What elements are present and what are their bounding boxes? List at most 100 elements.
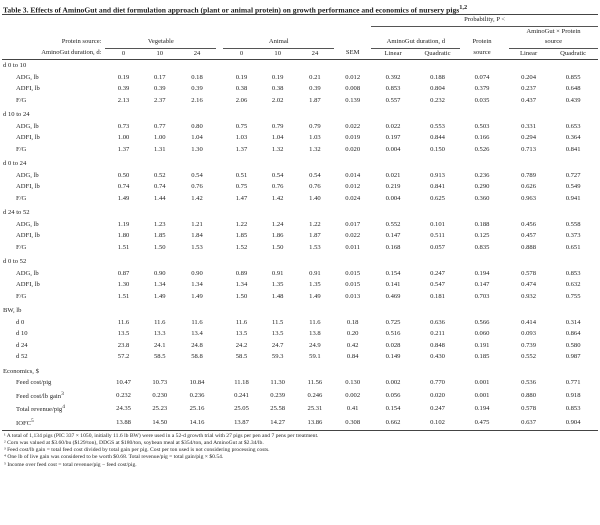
footnote: ¹ A total of 1,134 pigs (PIC 337 × 1050,…: [4, 432, 319, 439]
value-cell: 0.52: [154, 171, 166, 179]
value-cell: 10.47: [116, 379, 131, 386]
footnote: ⁴ One lb of live gain was considered to …: [4, 454, 224, 461]
value-cell: 1.50: [154, 243, 166, 251]
value-cell: 1.80: [117, 232, 130, 239]
row-label-text: Feed cost/pig: [16, 379, 52, 386]
value-cell: 24.8: [191, 341, 203, 349]
value-cell: 1.48: [271, 292, 284, 300]
value-cell: 0.247: [430, 405, 445, 413]
value-cell: 0.414: [521, 318, 536, 326]
value-cell: 1.85: [154, 232, 166, 239]
value-cell: 1.37: [117, 145, 130, 153]
table-row: d 52 57.2 58.5 58.8 58.5 59.3 59.1 0.84 0.149 0.4…: [2, 351, 598, 363]
value-cell: 11.6: [117, 318, 130, 326]
value-cell: 0.51: [235, 171, 248, 179]
row-label-footnote-mark: 3: [61, 390, 64, 397]
table-caption: Table 3. Effects of AminoGut and diet fo…: [2, 3, 598, 15]
row-label: ADG, lb: [2, 219, 105, 231]
value-cell: 1.34: [191, 281, 203, 288]
value-cell: 0.19: [117, 73, 130, 81]
duration-veg-24: 24: [177, 48, 217, 60]
value-cell: 0.54: [191, 171, 203, 179]
value-cell: 1.51: [117, 292, 130, 300]
value-cell: 0.566: [474, 318, 490, 326]
value-cell: 0.239: [270, 391, 286, 399]
row-label: ADFI, lb: [2, 181, 105, 193]
value-cell: 0.703: [474, 292, 490, 300]
linear-interaction-header: Linear: [508, 48, 549, 60]
value-cell: 0.008: [345, 85, 361, 92]
value-cell: 1.22: [235, 220, 248, 228]
value-cell: 24.2: [235, 341, 248, 349]
value-cell: 0.770: [430, 379, 445, 386]
quadratic-header: Quadratic: [414, 48, 461, 60]
value-cell: 1.24: [271, 220, 284, 228]
table-row: ADFI, lb 0.74 0.74 0.76 0.75 0.76 0.76 0.012 0.2…: [2, 181, 598, 193]
section-title: Economics, $: [3, 367, 39, 375]
section-header-row: d 0 to 10: [2, 60, 598, 72]
value-cell: 10.73: [152, 379, 168, 386]
gap-cell: [216, 402, 223, 416]
row-label-text: ADFI, lb: [16, 232, 40, 239]
value-cell: 0.290: [474, 183, 490, 190]
value-cell: 0.247: [430, 269, 445, 277]
value-cell: 0.54: [309, 171, 321, 179]
row-label-text: IOFC: [16, 420, 32, 428]
value-cell: 0.294: [521, 134, 536, 141]
value-cell: 25.16: [189, 405, 205, 413]
footnote: ³ Feed cost/lb gain = total feed cost di…: [4, 447, 270, 454]
value-cell: 0.154: [385, 405, 401, 413]
value-cell: 25.58: [270, 405, 286, 413]
table-row: Total revenue/pig4 24.35 25.23 25.16 25.05 25…: [2, 402, 598, 416]
value-cell: 0.80: [191, 122, 203, 130]
value-cell: 1.87: [309, 96, 321, 104]
row-label: Total revenue/pig4: [2, 402, 105, 416]
value-cell: 0.439: [565, 96, 581, 104]
value-cell: 1.87: [309, 232, 321, 239]
row-label-text: ADFI, lb: [16, 183, 40, 190]
value-cell: 1.44: [154, 194, 166, 202]
row-label-text: d 24: [16, 341, 28, 349]
value-cell: 1.53: [309, 243, 321, 251]
gap-cell: [216, 121, 223, 133]
value-cell: 0.39: [309, 85, 321, 92]
value-cell: 0.181: [430, 292, 445, 300]
value-cell: 0.022: [345, 232, 361, 239]
value-cell: 0.194: [474, 269, 490, 277]
value-cell: 0.580: [565, 341, 581, 349]
row-label-text: F/G: [16, 194, 27, 202]
gap-cell: [216, 268, 223, 280]
value-cell: 0.001: [474, 379, 490, 386]
value-cell: 0.904: [548, 415, 598, 431]
section-title: d 0 to 52: [3, 258, 27, 265]
section-title: d 10 to 24: [3, 111, 30, 118]
value-cell: 0.42: [346, 341, 359, 349]
table-row: ADG, lb 0.73 0.77 0.80 0.75 0.79 0.79 0.022 0.02…: [2, 121, 598, 133]
row-label-text: ADG, lb: [16, 269, 39, 277]
row-label-text: ADFI, lb: [16, 281, 40, 288]
value-cell: 0.90: [191, 269, 203, 277]
section-title: BW, lb: [3, 307, 22, 314]
value-cell: 0.526: [474, 145, 490, 153]
section-header-row: d 0 to 52: [2, 256, 598, 268]
value-cell: 0.130: [345, 379, 361, 386]
table-row: IOFC5 13.88 14.50 14.16 13.87 14.27 13.86 0.308…: [2, 415, 598, 431]
value-cell: 0.001: [474, 391, 490, 399]
table-row: d 10 13.5 13.3 13.4 13.5 13.5 13.8 0.20 0.516 0.2…: [2, 328, 598, 340]
animal-header: Animal: [223, 37, 335, 49]
value-cell: 1.34: [235, 281, 248, 288]
value-cell: 0.626: [521, 183, 536, 190]
value-cell: 0.241: [234, 391, 249, 399]
value-cell: 0.373: [565, 232, 581, 239]
value-cell: 0.511: [430, 232, 445, 239]
value-cell: 0.74: [117, 183, 130, 190]
value-cell: 0.188: [474, 220, 490, 228]
linear-header: Linear: [371, 48, 415, 60]
value-cell: 0.147: [474, 281, 490, 288]
gap-cell: [216, 83, 223, 95]
value-cell: 0.020: [430, 391, 445, 399]
value-cell: 0.002: [345, 391, 361, 399]
gap-cell: [216, 291, 223, 303]
value-cell: 0.019: [345, 134, 361, 141]
value-cell: 0.918: [565, 391, 581, 399]
